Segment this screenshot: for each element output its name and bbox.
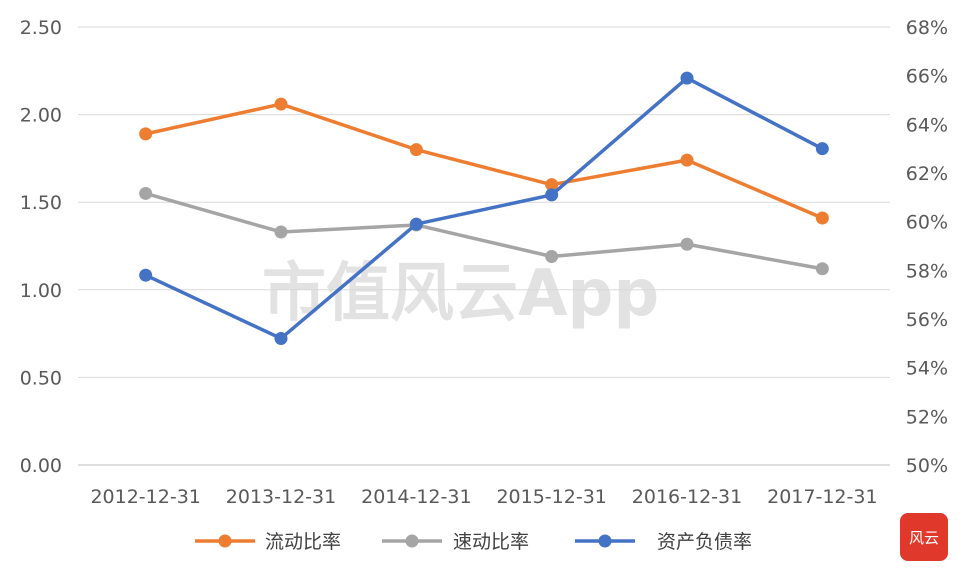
right-tick-label: 68% [906,17,948,39]
x-axis-ticks: 2012-12-31 2013-12-31 2014-12-31 2015-12-31… [90,486,877,508]
left-tick-label: 2.50 [20,17,62,39]
data-point [815,142,829,156]
data-point [274,97,288,111]
data-point [409,217,423,231]
legend-label: 流动比率 [265,531,341,553]
left-axis-ticks: 0.00 0.50 1.00 1.50 2.00 2.50 [20,17,62,477]
right-tick-label: 64% [906,114,948,136]
left-tick-label: 2.00 [20,105,62,127]
data-point [274,331,288,345]
data-point [545,178,559,192]
left-tick-label: 0.50 [20,367,62,389]
x-tick-label: 2012-12-31 [90,486,200,508]
data-point [139,186,153,200]
data-point [274,225,288,239]
data-point [545,250,559,264]
data-point [139,127,153,141]
x-tick-label: 2013-12-31 [226,486,336,508]
x-tick-label: 2014-12-31 [361,486,471,508]
right-tick-label: 60% [906,212,948,234]
brand-badge-bg [900,513,948,561]
x-tick-label: 2015-12-31 [496,486,606,508]
right-tick-label: 54% [906,358,948,380]
data-point [680,71,694,85]
series-line [145,102,824,220]
data-point [680,153,694,167]
right-tick-label: 50% [906,455,948,477]
legend-label: 资产负债率 [657,531,752,553]
brand-badge-text: 风云 [909,529,939,547]
data-point [680,237,694,251]
right-tick-label: 62% [906,163,948,185]
legend-marker [218,534,232,548]
series-group [139,71,829,345]
legend: 流动比率 速动比率 资产负债率 [195,531,752,553]
left-tick-label: 1.00 [20,280,62,302]
legend-label: 速动比率 [453,531,529,553]
right-tick-label: 66% [906,66,948,88]
legend-marker [598,534,612,548]
brand-badge: 风云 [900,513,948,561]
watermark-text: 市值风云App [262,257,659,331]
right-tick-label: 56% [906,309,948,331]
right-tick-label: 52% [906,406,948,428]
series-line [145,191,823,271]
left-tick-label: 0.00 [20,455,62,477]
gridlines [78,26,890,466]
left-tick-label: 1.50 [20,192,62,214]
data-point [409,143,423,157]
x-tick-label: 2016-12-31 [632,486,742,508]
series-line [144,76,824,341]
legend-marker [405,534,419,548]
x-tick-label: 2017-12-31 [767,486,877,508]
data-point [815,262,829,276]
data-point [139,268,153,282]
right-tick-label: 58% [906,260,948,282]
data-point [545,188,559,202]
data-point [815,211,829,225]
right-axis-ticks: 50% 52% 54% 56% 58% 60% 62% 64% 66% 68% [906,17,948,477]
